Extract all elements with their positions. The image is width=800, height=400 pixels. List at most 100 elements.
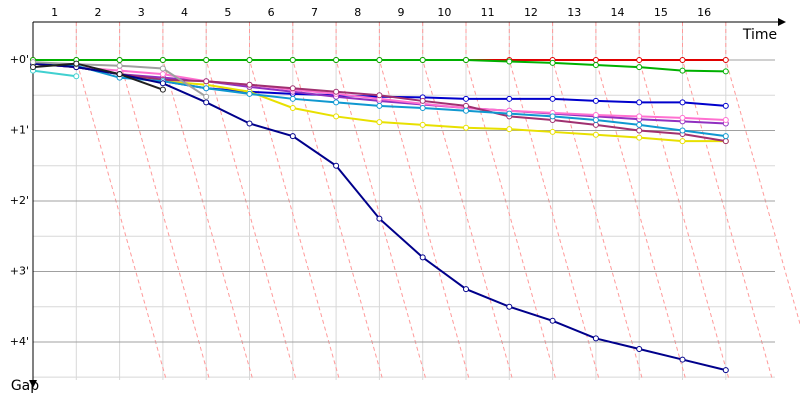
- data-point: [289, 85, 296, 92]
- data-point: [289, 104, 296, 111]
- data-point: [203, 99, 210, 106]
- data-point: [73, 60, 80, 67]
- data-point: [679, 127, 686, 134]
- data-point: [549, 59, 556, 66]
- data-point: [549, 113, 556, 120]
- data-point: [246, 57, 253, 64]
- data-point: [333, 99, 340, 106]
- data-point: [636, 113, 643, 120]
- data-point: [506, 95, 513, 102]
- data-point: [592, 57, 599, 64]
- x-tick-label: 11: [481, 6, 495, 19]
- series-line: [32, 62, 164, 91]
- data-point: [376, 102, 383, 109]
- data-point: [289, 57, 296, 64]
- y-tick-label: +1': [10, 124, 29, 137]
- data-point: [419, 104, 426, 111]
- x-tick-label: 8: [354, 6, 361, 19]
- x-axis-arrow: [778, 18, 786, 26]
- data-point: [592, 131, 599, 138]
- data-point: [722, 367, 729, 374]
- data-point: [722, 102, 729, 109]
- data-point: [376, 119, 383, 126]
- data-point: [722, 138, 729, 145]
- x-tick-label: 5: [224, 6, 231, 19]
- x-tick-label: 7: [311, 6, 318, 19]
- data-point: [506, 110, 513, 117]
- data-point: [506, 126, 513, 133]
- y-tick-label: +0': [10, 53, 29, 66]
- x-axis-title: Time: [742, 27, 777, 43]
- data-point: [592, 335, 599, 342]
- x-tick-label: 16: [697, 6, 711, 19]
- data-point: [376, 57, 383, 64]
- data-point: [506, 303, 513, 310]
- data-point: [246, 81, 253, 88]
- data-point: [636, 64, 643, 71]
- series-line: [32, 69, 77, 78]
- data-point: [159, 71, 166, 78]
- x-tick-label: 14: [611, 6, 625, 19]
- data-point: [722, 133, 729, 140]
- data-point: [116, 57, 123, 64]
- data-point: [203, 85, 210, 92]
- y-tick-label: +3': [10, 264, 29, 277]
- x-tick-label: 3: [138, 6, 145, 19]
- data-point: [463, 286, 469, 293]
- data-point: [722, 57, 729, 64]
- data-point: [722, 68, 729, 75]
- data-point: [376, 215, 383, 222]
- data-point: [636, 127, 643, 134]
- data-point: [333, 57, 340, 64]
- data-point: [159, 57, 166, 64]
- data-point: [722, 116, 729, 123]
- data-point: [333, 162, 340, 169]
- x-tick-label: 13: [567, 6, 581, 19]
- data-point: [333, 88, 340, 95]
- data-point: [30, 64, 36, 71]
- x-tick-label: 4: [181, 6, 188, 19]
- data-point: [679, 138, 686, 145]
- y-axis-arrow: [29, 380, 37, 388]
- data-point: [419, 121, 426, 128]
- data-point: [419, 254, 426, 261]
- x-tick-label: 10: [437, 6, 451, 19]
- data-point: [636, 121, 643, 128]
- data-point: [463, 95, 469, 102]
- data-point: [592, 61, 599, 68]
- x-tick-label: 1: [51, 6, 58, 19]
- data-point: [636, 99, 643, 106]
- data-point: [463, 102, 469, 109]
- data-point: [376, 92, 383, 99]
- data-point: [30, 59, 36, 66]
- data-point: [506, 58, 513, 65]
- data-point: [289, 95, 296, 102]
- data-point: [116, 62, 123, 69]
- data-point: [419, 97, 426, 104]
- data-point: [463, 124, 469, 131]
- data-point: [636, 134, 643, 141]
- data-point: [333, 113, 340, 120]
- y-tick-label: +4': [10, 335, 29, 348]
- data-point: [159, 80, 166, 87]
- data-point: [159, 65, 166, 72]
- data-point: [246, 120, 253, 127]
- x-tick-label: 9: [398, 6, 405, 19]
- data-point: [549, 317, 556, 324]
- data-point: [679, 99, 686, 106]
- data-point: [592, 116, 599, 123]
- data-point: [463, 57, 469, 64]
- data-point: [463, 107, 469, 114]
- data-point: [592, 97, 599, 104]
- data-point: [289, 133, 296, 140]
- data-point: [549, 128, 556, 135]
- data-point: [679, 67, 686, 74]
- data-point: [592, 112, 599, 119]
- data-point: [592, 121, 599, 128]
- data-point: [636, 57, 643, 64]
- data-point: [203, 57, 210, 64]
- data-point: [116, 71, 123, 78]
- data-point: [246, 90, 253, 97]
- data-point: [679, 356, 686, 363]
